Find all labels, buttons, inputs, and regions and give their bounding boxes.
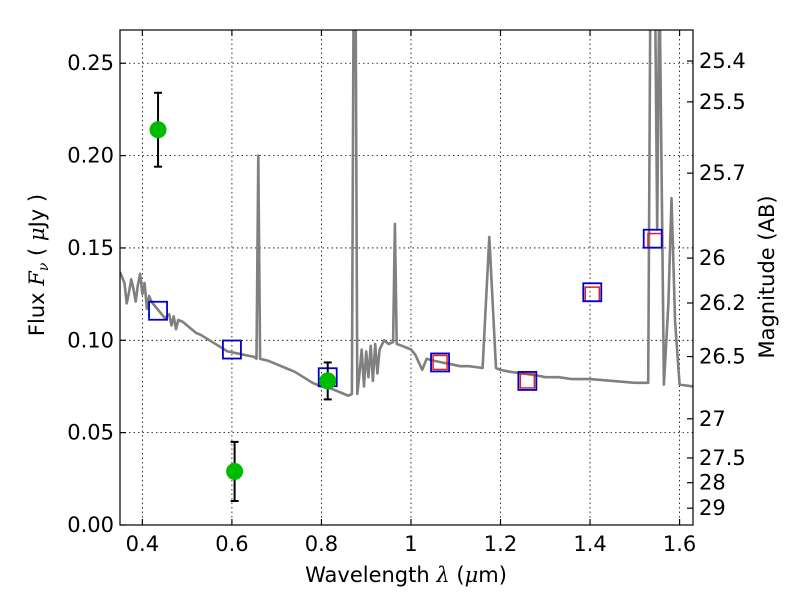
y2-tick-label: 28 [699, 471, 726, 495]
model-photometry-box [517, 371, 538, 391]
model-photometry-box [222, 339, 242, 360]
y2-tick-label: 25.5 [699, 90, 746, 114]
model-photometry-point [432, 354, 448, 371]
x-tick-label: 1 [404, 532, 417, 556]
plot-background [120, 30, 693, 525]
model-photometry-box [642, 228, 663, 249]
observed-point [149, 121, 167, 139]
y-tick-label: 0.10 [67, 328, 114, 352]
y2-tick-label: 25.7 [699, 161, 746, 185]
y-tick-label: 0.05 [67, 421, 114, 445]
observed-point [319, 372, 337, 390]
y2-tick-label: 29 [699, 496, 726, 520]
model-photometry-box [582, 282, 603, 303]
y-tick-label: 0.25 [67, 51, 114, 75]
y2-tick-label: 26.2 [699, 291, 746, 315]
y-tick-label: 0.00 [67, 513, 114, 537]
model-photometry-box [148, 300, 168, 321]
axis-ticks: 0.4 0.6 0.8 1 1.2 1.4 1.6 0.00 0.05 0.10 0.15 0.20 0… [67, 30, 746, 556]
y-tick-label: 0.15 [67, 236, 114, 260]
plot-frame [119, 29, 694, 526]
plot-area [120, 30, 693, 502]
y2-tick-label: 26.5 [699, 345, 746, 369]
x-tick-label: 0.8 [305, 532, 338, 556]
y2-tick-label: 27.5 [699, 446, 746, 470]
x-tick-label: 1.2 [484, 532, 517, 556]
observed-point [226, 462, 244, 480]
x-tick-label: 1.6 [663, 532, 696, 556]
y-axis-label: Flux Fν ( μJy ) [25, 194, 52, 336]
x-tick-label: 0.6 [215, 532, 248, 556]
x-axis-label: Wavelength λ (μm) [305, 563, 507, 587]
x-tick-label: 1.4 [573, 532, 606, 556]
y-tick-label: 0.20 [67, 144, 114, 168]
y2-tick-label: 27 [699, 407, 726, 431]
model-photometry-box [430, 352, 450, 373]
y2-axis-label: Magnitude (AB) [755, 195, 779, 358]
y2-tick-label: 26 [699, 246, 726, 270]
x-tick-label: 0.4 [126, 532, 159, 556]
model-photometry-point [519, 373, 536, 389]
y2-tick-label: 25.4 [699, 49, 746, 73]
